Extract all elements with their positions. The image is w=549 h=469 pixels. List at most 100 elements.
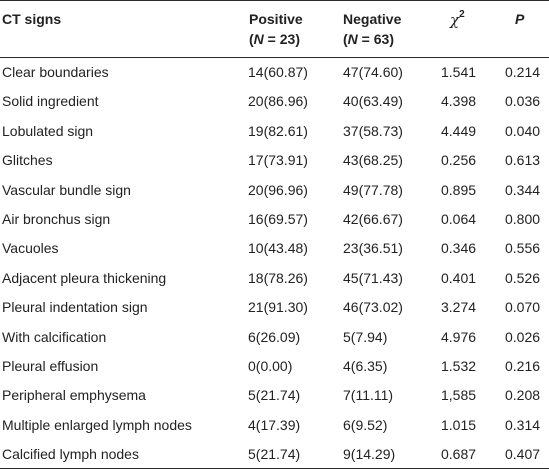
cell-positive: 19(82.61): [248, 122, 308, 139]
cell-p-value: 0.216: [505, 357, 541, 374]
cell-ct-sign: Lobulated sign: [2, 122, 94, 139]
cell-p-value: 0.800: [505, 210, 541, 227]
cell-negative: 7(11.11): [343, 387, 394, 404]
table-row: Vacuoles 10(43.48) 23(36.51) 0.346 0.556: [0, 234, 549, 263]
cell-p-value: 0.407: [505, 446, 541, 463]
cell-positive: 5(21.74): [248, 446, 301, 463]
cell-p-value: 0.070: [505, 299, 541, 316]
header-ct-signs: CT signs: [2, 11, 62, 27]
cell-p-value: 0.344: [505, 181, 541, 198]
cell-negative: 45(71.43): [343, 269, 403, 286]
header-positive-n: N: [253, 31, 264, 47]
cell-chi-square: 0.401: [441, 269, 477, 286]
header-negative-count: (N = 63): [343, 31, 394, 47]
header-negative-n-value: = 63): [357, 31, 394, 47]
header-positive: Positive (N = 23): [249, 9, 303, 49]
table-body: Clear boundaries 14(60.87) 47(74.60) 1.541 0…: [0, 58, 549, 469]
cell-positive: 4(17.39): [248, 416, 301, 433]
cell-positive: 10(43.48): [248, 240, 308, 257]
cell-positive: 18(78.26): [248, 269, 308, 286]
cell-negative: 46(73.02): [343, 299, 403, 316]
header-negative-label: Negative: [343, 11, 402, 27]
table-row: Clear boundaries 14(60.87) 47(74.60) 1.541 0…: [0, 58, 549, 87]
cell-ct-sign: Glitches: [2, 152, 53, 169]
table-row: Solid ingredient 20(86.96) 40(63.49) 4.398 0…: [0, 87, 549, 116]
cell-ct-sign: Vascular bundle sign: [2, 181, 131, 198]
cell-negative: 49(77.78): [343, 181, 403, 198]
cell-chi-square: 1.532: [441, 357, 477, 374]
cell-ct-sign: Peripheral emphysema: [2, 387, 146, 404]
table-row: Vascular bundle sign 20(96.96) 49(77.78) 0.…: [0, 176, 549, 205]
cell-chi-square: 0.346: [441, 240, 477, 257]
cell-p-value: 0.040: [505, 122, 541, 139]
table-row: Calcified lymph nodes 5(21.74) 9(14.29) 0.6…: [0, 440, 549, 469]
cell-p-value: 0.026: [505, 328, 541, 345]
cell-chi-square: 3.274: [441, 299, 477, 316]
cell-ct-sign: Pleural effusion: [2, 357, 99, 374]
cell-chi-square: 0.687: [441, 446, 477, 463]
cell-positive: 17(73.91): [248, 152, 308, 169]
cell-positive: 6(26.09): [248, 328, 301, 345]
cell-negative: 23(36.51): [343, 240, 403, 257]
cell-chi-square: 1.541: [441, 64, 477, 80]
cell-positive: 20(86.96): [248, 93, 308, 110]
header-positive-label: Positive: [249, 11, 303, 27]
table-row: Pleural effusion 0(0.00) 4(6.35) 1.532 0.216: [0, 352, 549, 381]
cell-p-value: 0.556: [505, 240, 541, 257]
cell-negative: 9(14.29): [343, 446, 396, 463]
header-chi-square: χ2: [450, 7, 465, 30]
cell-p-value: 0.208: [505, 387, 541, 404]
cell-negative: 37(58.73): [343, 122, 403, 139]
header-chi-symbol: χ: [450, 11, 460, 29]
cell-negative: 5(7.94): [343, 328, 388, 345]
table-row: Lobulated sign 19(82.61) 37(58.73) 4.449 0.0…: [0, 117, 549, 146]
cell-p-value: 0.036: [505, 93, 541, 110]
cell-p-value: 0.214: [505, 64, 541, 80]
header-positive-count: (N = 23): [249, 31, 300, 47]
cell-ct-sign: Solid ingredient: [2, 93, 99, 110]
cell-p-value: 0.526: [505, 269, 541, 286]
cell-positive: 14(60.87): [248, 64, 308, 80]
cell-chi-square: 4.976: [441, 328, 477, 345]
table-row: Air bronchus sign 16(69.57) 42(66.67) 0.064…: [0, 205, 549, 234]
cell-negative: 4(6.35): [343, 357, 388, 374]
table-row: Glitches 17(73.91) 43(68.25) 0.256 0.613: [0, 146, 549, 175]
cell-positive: 0(0.00): [248, 357, 293, 374]
cell-negative: 6(9.52): [343, 416, 388, 433]
header-chi-superscript: 2: [459, 9, 465, 20]
table-row: Pleural indentation sign 21(91.30) 46(73.0…: [0, 293, 549, 322]
cell-negative: 40(63.49): [343, 93, 403, 110]
header-negative: Negative (N = 63): [343, 9, 401, 49]
table-header: CT signs Positive (N = 23) Negative (N =…: [0, 0, 549, 58]
cell-chi-square: 4.449: [441, 122, 477, 139]
header-positive-n-value: = 23): [263, 31, 300, 47]
table-row: Peripheral emphysema 5(21.74) 7(11.11) 1,58…: [0, 381, 549, 410]
cell-ct-sign: Adjacent pleura thickening: [2, 269, 167, 286]
table-row: With calcification 6(26.09) 5(7.94) 4.976 0.…: [0, 323, 549, 352]
cell-chi-square: 1.015: [441, 416, 477, 433]
cell-negative: 47(74.60): [343, 64, 403, 80]
cell-ct-sign: Calcified lymph nodes: [2, 446, 139, 463]
cell-p-value: 0.613: [505, 152, 541, 169]
cell-chi-square: 0.256: [441, 152, 477, 169]
cell-ct-sign: Vacuoles: [2, 240, 59, 257]
cell-p-value: 0.314: [505, 416, 541, 433]
table-row: Adjacent pleura thickening 18(78.26) 45(71…: [0, 264, 549, 293]
cell-positive: 21(91.30): [248, 299, 308, 316]
header-negative-n: N: [347, 31, 358, 47]
cell-negative: 43(68.25): [343, 152, 403, 169]
cell-ct-sign: With calcification: [2, 328, 107, 345]
cell-chi-square: 4.398: [441, 93, 477, 110]
cell-positive: 16(69.57): [248, 210, 308, 227]
cell-positive: 5(21.74): [248, 387, 301, 404]
table-row: Multiple enlarged lymph nodes 4(17.39) 6(9…: [0, 411, 549, 440]
cell-ct-sign: Pleural indentation sign: [2, 299, 148, 316]
cell-ct-sign: Multiple enlarged lymph nodes: [2, 416, 192, 433]
cell-negative: 42(66.67): [343, 210, 403, 227]
cell-chi-square: 0.064: [441, 210, 477, 227]
cell-ct-sign: Clear boundaries: [2, 64, 109, 80]
cell-positive: 20(96.96): [248, 181, 308, 198]
header-p-value: P: [515, 11, 525, 27]
cell-chi-square: 0.895: [441, 181, 477, 198]
